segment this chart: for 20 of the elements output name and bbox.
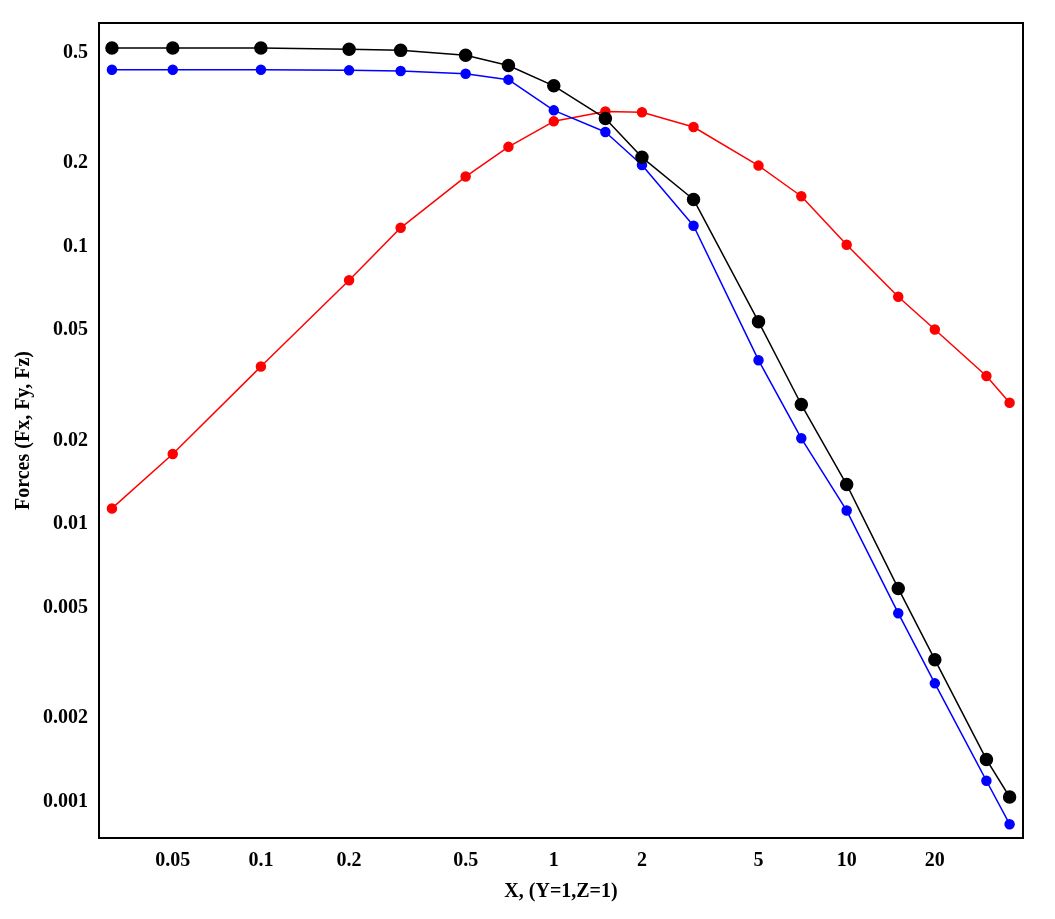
- y-axis-title: Forces (Fx, Fy, Fz): [11, 350, 35, 511]
- y-tick-label: 0.001: [43, 788, 88, 811]
- y-tick-label: 0.002: [43, 705, 88, 728]
- y-tick-label: 0.5: [63, 39, 88, 62]
- y-tick-label: 0.1: [63, 233, 88, 256]
- x-tick-label: 10: [836, 848, 857, 871]
- x-tick-label: 0.5: [453, 848, 479, 871]
- y-tick-label: 0.02: [53, 427, 88, 450]
- x-tick-label: 0.05: [155, 848, 191, 871]
- y-tick-label: 0.05: [53, 317, 88, 340]
- x-tick-label: 0.2: [336, 848, 362, 871]
- y-tick-label: 0.2: [63, 150, 88, 173]
- x-tick-label: 20: [924, 848, 945, 871]
- x-tick-label: 0.1: [248, 848, 274, 871]
- x-tick-label: 2: [636, 848, 647, 871]
- y-tick-label: 0.005: [43, 594, 88, 617]
- x-tick-label: 5: [753, 848, 764, 871]
- y-tick-label: 0.01: [53, 511, 88, 534]
- x-tick-label: 1: [548, 848, 559, 871]
- x-axis-title: X, (Y=1,Z=1): [504, 879, 618, 903]
